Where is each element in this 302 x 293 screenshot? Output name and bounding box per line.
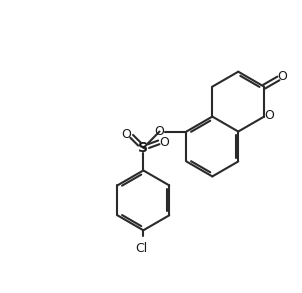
Text: Cl: Cl [136, 242, 148, 255]
Text: O: O [121, 128, 131, 141]
Text: O: O [159, 136, 169, 149]
Text: O: O [265, 109, 275, 122]
Text: O: O [154, 125, 164, 138]
Text: O: O [277, 70, 287, 84]
Text: S: S [138, 141, 148, 155]
